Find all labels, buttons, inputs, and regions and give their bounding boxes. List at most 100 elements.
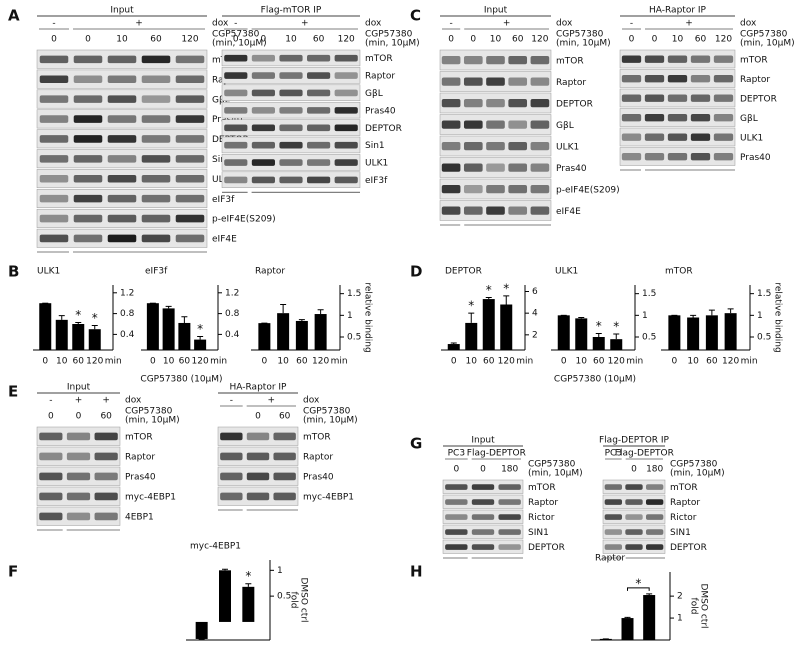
blot-band — [246, 472, 270, 481]
dose-label: 0 — [85, 35, 91, 45]
error-bar — [450, 342, 457, 345]
significance: * — [503, 281, 509, 295]
blot-band — [224, 89, 248, 97]
blot-band — [279, 54, 303, 62]
dose-label: 0 — [448, 35, 454, 45]
error-bar — [690, 314, 697, 318]
blot-band — [604, 514, 623, 520]
blot-band — [486, 142, 505, 151]
blot-band — [625, 484, 643, 490]
blot-band — [621, 113, 642, 122]
blot-band — [471, 499, 495, 505]
panel-letter: F — [8, 563, 18, 581]
band-label: Pras40 — [303, 473, 334, 483]
blot-band — [530, 163, 550, 172]
blot-band — [508, 77, 528, 86]
bar — [643, 595, 656, 640]
dose-label: 120 — [715, 35, 732, 45]
blot-band — [645, 514, 664, 520]
blot-band — [251, 54, 275, 62]
blot-band — [66, 512, 91, 521]
blot-band — [486, 163, 505, 172]
dose-label: 10 — [285, 35, 297, 45]
band-label: GβL — [212, 95, 230, 105]
error-bar — [613, 333, 620, 340]
blot-band — [66, 472, 91, 481]
blot-band — [66, 492, 91, 501]
y-tick-label: 0.5 — [757, 333, 771, 343]
x-tick-label: 120 — [722, 357, 739, 367]
blot-band — [141, 234, 171, 243]
blot-band — [463, 163, 483, 172]
blot-band — [251, 124, 275, 132]
band-label: GβL — [556, 121, 574, 131]
band-label: myc-4EBP1 — [303, 493, 354, 503]
blot-band — [471, 529, 495, 535]
x-tick-label: 10 — [277, 357, 289, 367]
dose-label: 120 — [181, 35, 198, 45]
blot-band — [645, 499, 664, 505]
blot-band — [445, 499, 468, 505]
significance: * — [468, 299, 474, 313]
blot-band — [66, 452, 91, 461]
y-axis-label: DMSO ctrl — [299, 577, 309, 622]
band-label: Raptor — [303, 453, 333, 463]
significance: * — [613, 319, 619, 333]
chart-title: Raptor — [595, 554, 625, 564]
x-tick-label: 120 — [608, 357, 625, 367]
band-label: Raptor — [365, 72, 395, 82]
dose-name: (min, 10μM) — [556, 39, 611, 49]
y-tick-label: 1 — [642, 311, 648, 321]
blot-band — [175, 234, 205, 243]
dose-label: 60 — [150, 35, 162, 45]
treatment-label: Flag-DEPTOR — [615, 449, 674, 459]
blot-band — [307, 124, 331, 132]
x-tick-label: 120 — [312, 357, 329, 367]
bar — [55, 319, 68, 350]
y-axis-label: relative binding — [363, 282, 373, 352]
bar — [162, 308, 175, 350]
panel-letter: D — [410, 263, 422, 281]
band-label: p-eIF4E(S209) — [556, 185, 620, 195]
blot-band — [498, 514, 521, 520]
y-tick-label: 0.8 — [225, 309, 240, 319]
blot-band — [645, 529, 664, 535]
band-label: mTOR — [670, 483, 698, 493]
blot-band — [251, 176, 275, 184]
blot-band — [307, 141, 331, 149]
blot-band — [486, 120, 505, 129]
y-tick-label: 0.4 — [120, 330, 135, 340]
blot-band — [644, 94, 665, 102]
x-tick-label: 60 — [296, 357, 308, 367]
blot-band — [508, 185, 528, 194]
band-label: Pras40 — [740, 153, 771, 163]
dose-label: 0 — [453, 465, 459, 475]
treatment-name: dox — [740, 19, 757, 29]
blot-band — [107, 234, 137, 243]
blot-title: Input — [471, 436, 495, 446]
blot-band — [530, 56, 550, 65]
blot-band — [220, 472, 243, 481]
chart-title: DEPTOR — [445, 267, 482, 277]
bar — [295, 320, 308, 350]
dose-label: 180 — [501, 465, 518, 475]
blot-band — [334, 159, 358, 166]
blot-band — [644, 152, 665, 161]
blot-title: HA-Raptor IP — [649, 6, 707, 16]
dose-name: (min, 10μM) — [303, 416, 358, 426]
blot-band — [644, 55, 665, 63]
blot-band — [175, 95, 205, 103]
blot-band — [621, 74, 642, 83]
blot-band — [530, 206, 550, 215]
blot-band — [644, 74, 665, 83]
blot-band — [107, 55, 137, 64]
x-tick-label: 0 — [262, 357, 268, 367]
blot-band — [530, 120, 550, 129]
y-axis-label: DMSO ctrl — [699, 583, 709, 628]
blot-band — [94, 432, 118, 441]
band-label: eIF3f — [212, 195, 235, 205]
band-label: eIF4E — [212, 235, 237, 245]
blot-band — [107, 135, 137, 143]
blot-band — [73, 135, 103, 143]
